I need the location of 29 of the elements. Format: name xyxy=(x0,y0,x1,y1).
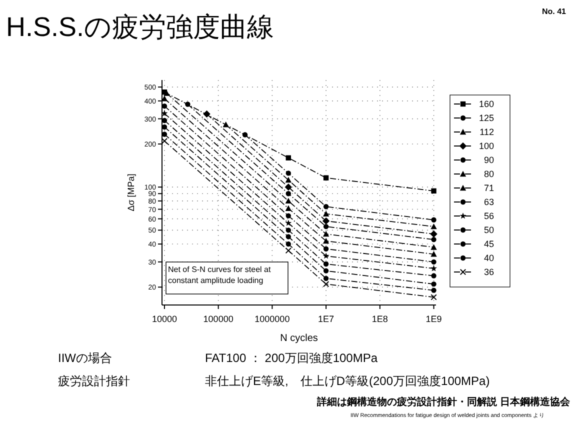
x-tick-label: 1E7 xyxy=(318,314,334,324)
legend-label: 160 xyxy=(478,99,494,109)
y-axis-title: Δσ [MPa] xyxy=(126,174,136,212)
legend-label: 90 xyxy=(484,155,494,165)
legend-label: 40 xyxy=(484,253,494,263)
x-tick-label: 1E8 xyxy=(372,314,388,324)
text: 疲労設計指針 xyxy=(58,374,130,388)
text: IIWの場合 xyxy=(58,351,112,365)
legend-label: 112 xyxy=(480,127,494,137)
legend-label: 100 xyxy=(478,141,494,151)
x-axis-title: N cycles xyxy=(280,333,318,344)
legend-label: 45 xyxy=(484,239,494,249)
chart-title: H.S.S.の疲労強度曲線 xyxy=(6,12,274,42)
annotation: Net of S-N curves for steel at constant amplitude loading xyxy=(168,264,272,286)
legend-label: 50 xyxy=(484,225,494,235)
text: 非仕上げE等級, 仕上げD等級(200万回強度100MPa) xyxy=(205,374,490,388)
legend-label: 63 xyxy=(484,197,494,207)
x-tick-label: 10000 xyxy=(152,314,177,324)
x-tick-label: 100000 xyxy=(203,314,234,324)
text: FAT100 ： 200万回強度100MPa xyxy=(205,351,378,365)
legend-label: 56 xyxy=(484,211,494,221)
text: No. 41 xyxy=(542,7,567,16)
x-tick-label: 1000000 xyxy=(254,314,290,324)
legend-label: 36 xyxy=(484,267,494,277)
x-tick-label: 1E9 xyxy=(426,314,442,324)
legend-label: 125 xyxy=(478,113,494,123)
text: 詳細は鋼構造物の疲労設計指針・同解説 日本鋼構造協会 xyxy=(316,396,571,408)
legend-label: 80 xyxy=(484,169,494,179)
legend-label: 71 xyxy=(484,183,494,193)
